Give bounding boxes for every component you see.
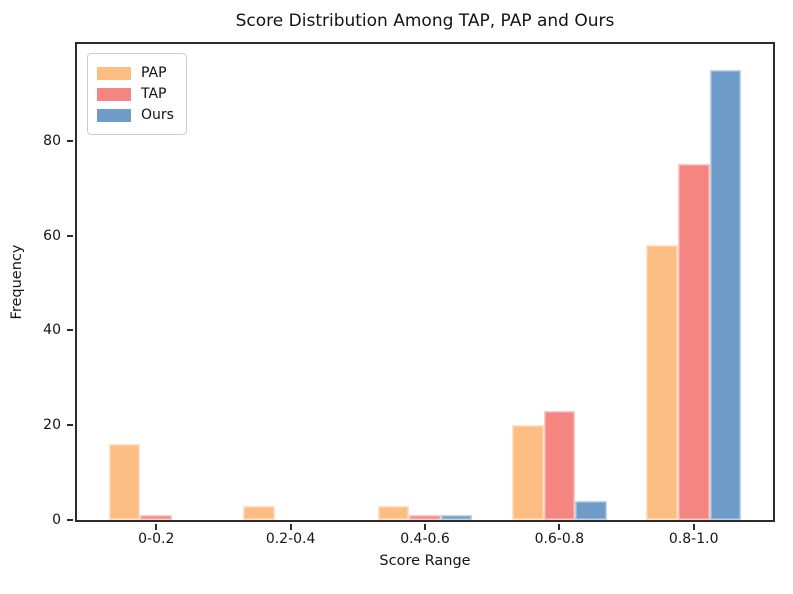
y-axis-label: Frequency (9, 244, 25, 320)
plot-area: PAP TAP Ours 0 20 40 60 80 0-0.2 0.2-0.4 0.4-0.6 0… (43, 42, 775, 547)
legend-label: Ours (141, 107, 174, 123)
legend-swatch-pap (97, 66, 131, 80)
bar-ours-0.6-0.8 (575, 501, 607, 520)
x-tick-label: 0.6-0.8 (534, 531, 585, 547)
y-tick-label: 20 (43, 417, 61, 434)
legend-label: PAP (141, 65, 167, 81)
legend-item-tap: TAP (97, 86, 174, 102)
bar-pap-0-0.2 (108, 444, 141, 520)
bar-tap-0.8-1.0 (677, 164, 710, 520)
x-tick-mark (289, 524, 292, 530)
bar-pap-0.6-0.8 (512, 425, 544, 520)
bar-tap-0.4-0.6 (409, 515, 441, 520)
y-tick-mark (67, 329, 73, 332)
bar-ours-0.4-0.6 (440, 515, 473, 520)
x-tick-mark (558, 524, 561, 530)
bar-pap-0.4-0.6 (377, 505, 410, 520)
x-tick-mark (155, 524, 158, 530)
legend: PAP TAP Ours (87, 53, 187, 135)
y-tick-label: 0 (52, 512, 61, 528)
legend-label: TAP (141, 86, 167, 102)
bar-pap-0.8-1.0 (646, 245, 678, 520)
y-tick-label: 40 (43, 322, 61, 339)
y-tick-label: 60 (43, 227, 61, 244)
legend-item-pap: PAP (97, 65, 174, 81)
y-tick-mark (67, 234, 73, 237)
x-tick-label: 0-0.2 (138, 531, 175, 547)
x-tick-mark (692, 524, 695, 530)
x-tick-mark (424, 524, 426, 530)
chart-title: Score Distribution Among TAP, PAP and Ou… (235, 11, 615, 31)
bar-tap-0.6-0.8 (543, 410, 576, 520)
y-tick-mark (67, 424, 73, 427)
bar-tap-0-0.2 (140, 515, 173, 520)
x-tick-label: 0.2-0.4 (265, 531, 316, 547)
legend-item-ours: Ours (97, 107, 174, 123)
legend-swatch-ours (97, 108, 131, 122)
x-tick-label: 0.4-0.6 (400, 531, 450, 547)
x-tick-label: 0.8-1.0 (668, 531, 719, 547)
x-axis-label: Score Range (379, 553, 471, 569)
y-tick-label: 80 (43, 132, 61, 149)
legend-swatch-tap (97, 87, 131, 101)
bar-pap-0.2-0.4 (243, 505, 275, 520)
y-tick-mark (67, 519, 73, 521)
bar-ours-0.8-1.0 (709, 69, 742, 520)
y-tick-mark (67, 139, 73, 142)
